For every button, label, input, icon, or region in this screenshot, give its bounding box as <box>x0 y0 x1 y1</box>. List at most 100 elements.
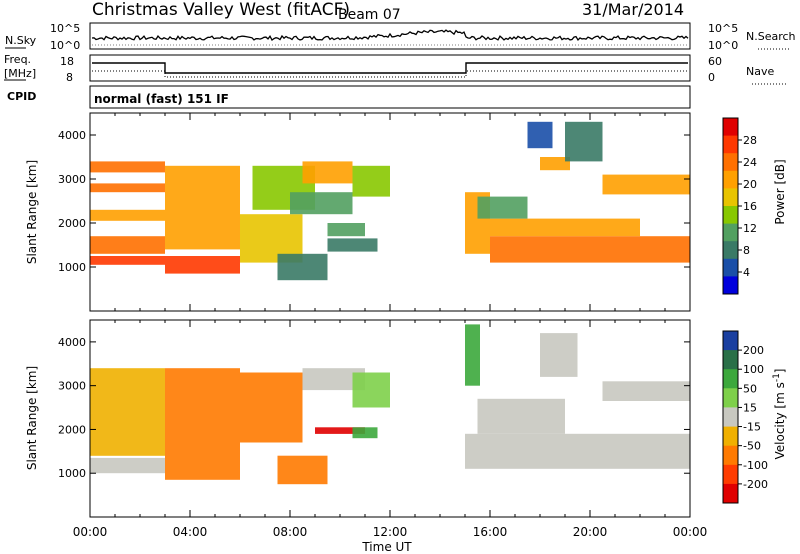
echo-band <box>90 161 165 173</box>
colorbar-swatch <box>723 445 738 466</box>
colorbar-tick-label: -50 <box>743 440 761 453</box>
xtick-label: 00:00 <box>73 525 108 539</box>
echo-band <box>302 161 353 184</box>
echo-band <box>540 157 570 171</box>
velocity-colorbar: 200 100 50 15 -15 -50 -100 -200 <box>722 330 768 504</box>
colorbar-swatch <box>723 153 738 172</box>
freq-panel-frame <box>89 54 691 82</box>
echo-band <box>277 253 328 281</box>
echo-band <box>352 372 390 408</box>
xaxis-label: Time UT <box>361 540 412 554</box>
velocity-ylabel: Slant Range [km] <box>25 366 39 470</box>
echo-band <box>540 333 578 377</box>
ytick-label: 1000 <box>58 261 86 274</box>
cpid-label: CPID <box>7 90 36 103</box>
echo-band <box>315 427 365 434</box>
nsky-trace <box>91 29 689 41</box>
echo-band <box>165 256 240 274</box>
ytick-label: 2000 <box>58 423 86 436</box>
cpid-panel-frame <box>89 85 691 109</box>
echo-band <box>465 324 480 386</box>
date-label: 31/Mar/2014 <box>582 0 684 19</box>
freq-tick-bottom: 8 <box>66 71 73 84</box>
colorbar-swatch <box>723 188 738 207</box>
xtick-label: 12:00 <box>373 525 408 539</box>
echo-band <box>490 236 690 263</box>
velocity-colorbar-label: Velocity [m s-1] <box>772 369 787 460</box>
colorbar-tick-label: 28 <box>743 134 757 147</box>
echo-band <box>90 256 165 265</box>
nave-trace <box>92 70 688 78</box>
nsearch-tick-bottom: 10^0 <box>708 39 738 52</box>
colorbar-swatch <box>723 258 738 277</box>
colorbar-tick-label: -15 <box>743 421 761 434</box>
echo-band <box>302 368 365 391</box>
colorbar-frame <box>722 330 739 504</box>
colorbar-tick-label: -100 <box>743 459 768 472</box>
colorbar-tick-label: 50 <box>743 382 757 395</box>
echo-band <box>277 455 328 485</box>
echo-band <box>327 238 378 252</box>
echo-band <box>602 174 690 195</box>
radar-title: Christmas Valley West (fitACF) <box>92 0 350 20</box>
freq-tick-top: 18 <box>60 55 74 68</box>
echo-band <box>240 372 303 443</box>
ytick-label: 4000 <box>58 129 86 142</box>
echo-band <box>565 121 603 162</box>
echo-band <box>490 218 640 237</box>
colorbar-swatch <box>723 369 738 389</box>
echo-band <box>477 196 528 219</box>
nave-tick-bottom: 0 <box>708 71 715 84</box>
echo-band <box>602 381 690 401</box>
power-ylabel: Slant Range [km] <box>25 160 39 264</box>
colorbar-tick-label: 12 <box>743 222 757 235</box>
echo-band <box>527 121 553 149</box>
nave-tick-top: 60 <box>708 55 722 68</box>
colorbar-tick-label: 16 <box>743 200 757 213</box>
nsearch-tick-top: 10^5 <box>708 22 738 35</box>
power-colorbar-label: Power [dB] <box>773 159 787 224</box>
colorbar-tick-label: 100 <box>743 363 764 376</box>
ytick-label: 3000 <box>58 380 86 393</box>
beam-label: Beam 07 <box>338 7 401 23</box>
freq-trace <box>92 62 688 74</box>
colorbar-tick-label: 200 <box>743 344 764 357</box>
xtick-label: 00:00 <box>673 525 708 539</box>
xtick-label: 04:00 <box>173 525 208 539</box>
nsky-panel-frame <box>89 22 691 50</box>
xtick-label: 08:00 <box>273 525 308 539</box>
colorbar-swatch <box>723 388 738 408</box>
colorbar-swatch <box>723 331 738 351</box>
colorbar-swatch <box>723 118 738 137</box>
colorbar-swatch <box>723 407 738 427</box>
velocity-panel: 1000 2000 3000 4000 00:00 04:00 08:00 12:00 16:0… <box>58 319 708 539</box>
echo-band <box>90 368 165 456</box>
echo-band <box>352 427 378 439</box>
cpid-value: normal (fast) 151 IF <box>94 92 229 106</box>
nsearch-label: N.Search <box>746 30 796 43</box>
echo-band <box>465 433 690 469</box>
nsky-tick-top: 10^5 <box>50 22 80 35</box>
echo-band <box>90 183 165 193</box>
colorbar-tick-label: 8 <box>743 244 750 257</box>
colorbar-tick-label: 24 <box>743 156 757 169</box>
colorbar-swatch <box>723 350 738 370</box>
colorbar-swatch <box>723 426 738 447</box>
ytick-label: 2000 <box>58 217 86 230</box>
colorbar-swatch <box>723 170 738 189</box>
colorbar-swatch <box>723 223 738 242</box>
nsky-label: N.Sky <box>5 34 37 47</box>
echo-band <box>90 236 165 254</box>
xtick-label: 20:00 <box>573 525 608 539</box>
colorbar-tick-label: 20 <box>743 178 757 191</box>
colorbar-tick-label: 15 <box>743 401 757 414</box>
echo-band <box>290 192 353 215</box>
echo-band <box>327 223 365 237</box>
colorbar-swatch <box>723 483 738 504</box>
power-panel: 1000 2000 3000 4000 <box>58 112 691 312</box>
ytick-label: 4000 <box>58 336 86 349</box>
colorbar-swatch <box>723 206 738 225</box>
echo-band <box>90 457 165 474</box>
nave-label: Nave <box>746 65 774 78</box>
